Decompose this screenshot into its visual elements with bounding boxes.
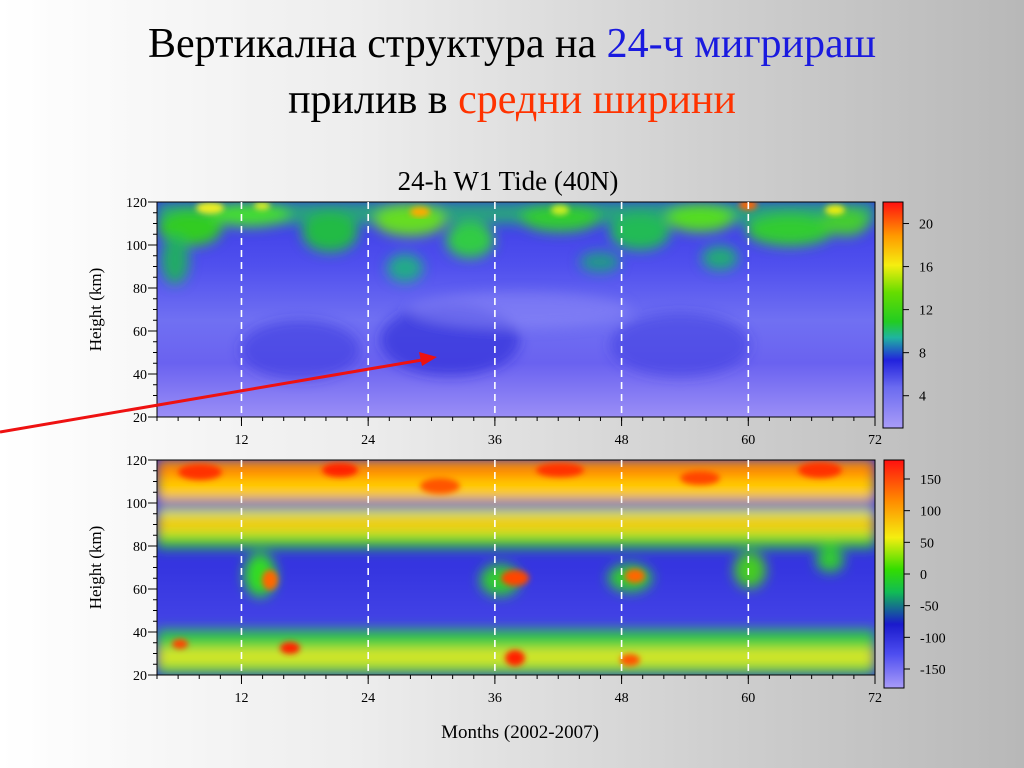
colorbar-tick-label: 16: [919, 261, 933, 276]
heatmap-phase: [156, 459, 876, 676]
colorbar-amplitude: [882, 201, 904, 429]
y-tick-label: 60: [133, 583, 147, 598]
annotation-arrow: [0, 352, 437, 434]
x-tick-label: 48: [615, 691, 629, 706]
colorbar-phase: [883, 459, 905, 689]
colorbar-tick-label: -100: [920, 631, 946, 646]
y-tick-label: 80: [133, 540, 147, 555]
y-tick-label: 100: [126, 239, 147, 254]
slide-title-line-2: прилив в средни ширини: [0, 72, 1024, 128]
colorbar-tick-label: 0: [920, 568, 927, 583]
colorbar-tick-label: 20: [919, 218, 933, 233]
slide-title-line-1: Вертикална структура на 24-ч мигрираш: [0, 16, 1024, 72]
x-tick-label: 24: [361, 433, 375, 448]
y-axis-label: Height (km): [86, 526, 105, 610]
colorbar-tick-label: 100: [920, 505, 941, 520]
colorbar-tick-label: -50: [920, 600, 939, 615]
chart-title: 24-h W1 Tide (40N): [397, 166, 619, 196]
y-tick-label: 60: [133, 325, 147, 340]
x-tick-label: 12: [234, 433, 248, 448]
y-tick-label: 20: [133, 669, 147, 684]
y-tick-label: 80: [133, 282, 147, 297]
y-tick-label: 40: [133, 368, 147, 383]
heatmap-amplitude: [156, 201, 876, 418]
colorbar-tick-label: 4: [919, 390, 926, 405]
x-tick-label: 60: [741, 433, 755, 448]
y-tick-label: 20: [133, 411, 147, 426]
colorbar-tick-label: 50: [920, 536, 934, 551]
title-text-blue: 24-ч мигрираш: [606, 21, 877, 67]
x-tick-label: 24: [361, 691, 375, 706]
x-tick-label: 72: [868, 691, 882, 706]
colorbar-tick-label: -150: [920, 663, 946, 678]
y-tick-label: 120: [126, 454, 147, 469]
x-tick-label: 60: [741, 691, 755, 706]
title-text-black-2: прилив в: [288, 77, 459, 123]
slide-title: Вертикална структура на 24-ч мигрираш пр…: [0, 16, 1024, 128]
colorbar-tick-label: 12: [919, 304, 933, 319]
y-tick-label: 100: [126, 497, 147, 512]
x-tick-label: 72: [868, 433, 882, 448]
y-tick-label: 120: [126, 196, 147, 211]
x-tick-label: 12: [234, 691, 248, 706]
y-tick-label: 40: [133, 626, 147, 641]
colorbar-tick-label: 150: [920, 473, 941, 488]
y-axis-label: Height (km): [86, 268, 105, 352]
title-text-black: Вертикална структура на: [147, 21, 607, 67]
x-tick-label: 36: [488, 433, 502, 448]
x-tick-label: 36: [488, 691, 502, 706]
colorbar-tick-label: 8: [919, 347, 926, 362]
x-axis-title: Months (2002-2007): [441, 722, 599, 743]
title-text-red: средни ширини: [458, 77, 736, 123]
x-tick-label: 48: [615, 433, 629, 448]
